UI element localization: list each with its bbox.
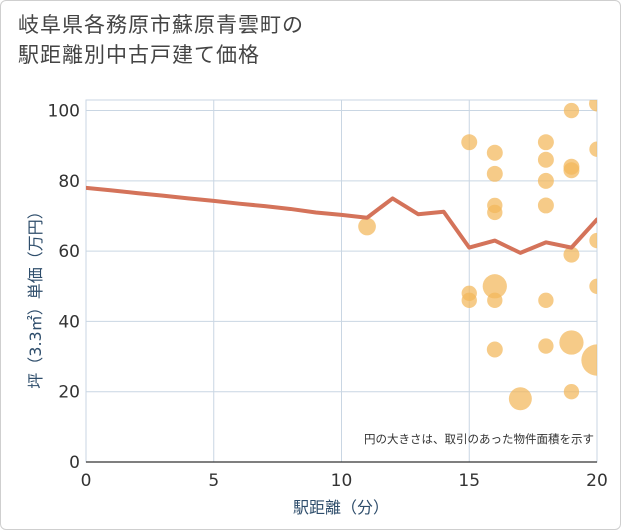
bubble-point	[358, 217, 376, 236]
y-axis-label: 坪（3.3㎡）単価（万円）	[26, 203, 45, 388]
bubble-point	[537, 151, 554, 168]
y-tick-label: 60	[58, 242, 80, 262]
bubble-point	[487, 292, 503, 308]
bubble-point	[559, 330, 584, 355]
x-tick-label: 0	[81, 471, 92, 491]
chart-title: 岐阜県各務原市蘇原青雲町の 駅距離別中古戸建て価格	[18, 10, 304, 70]
chart-title-line-2: 駅距離別中古戸建て価格	[18, 43, 260, 67]
y-tick-label: 20	[58, 383, 80, 403]
bubble-layer	[358, 100, 597, 411]
bubble-point	[589, 232, 597, 249]
bubble-point	[537, 197, 554, 214]
x-tick-label: 15	[458, 471, 480, 491]
bubble-point	[563, 246, 580, 263]
y-tick-label: 0	[69, 453, 80, 473]
x-tick-label: 5	[208, 471, 219, 491]
x-axis-label: 駅距離（分）	[293, 498, 389, 517]
bubble-point	[487, 204, 503, 221]
x-tick-label: 10	[331, 471, 353, 491]
bubble-point	[589, 100, 597, 112]
bubble-point	[589, 278, 597, 294]
bubble-point	[508, 387, 532, 411]
bubble-point	[461, 292, 477, 308]
tick-labels: 0 20 40 60 80 100 0 5 10 15 20	[48, 102, 608, 491]
bubble-point	[461, 134, 478, 151]
line-layer	[86, 185, 597, 255]
bubble-point	[563, 102, 580, 119]
bubble-point	[563, 162, 580, 179]
y-tick-label: 100	[48, 102, 80, 122]
y-tick-label: 40	[58, 312, 80, 332]
bubble-point	[486, 144, 503, 161]
bubble-point	[589, 141, 597, 157]
bubble-point	[563, 384, 580, 400]
bubble-point	[486, 341, 503, 358]
chart-title-line-1: 岐阜県各務原市蘇原青雲町の	[18, 13, 304, 37]
bubble-point	[537, 134, 554, 151]
bubble-point	[482, 274, 507, 299]
bubble-point	[486, 165, 503, 182]
x-tick-label: 20	[586, 471, 608, 491]
average-price-line	[86, 185, 597, 255]
bubble-point	[538, 338, 554, 354]
bubble-point	[581, 344, 597, 376]
bubble-size-note: 円の大きさは、取引のあった物件面積を示す	[364, 432, 594, 446]
y-tick-label: 80	[58, 172, 80, 192]
bubble-point	[538, 292, 554, 308]
bubble-point	[537, 172, 554, 189]
